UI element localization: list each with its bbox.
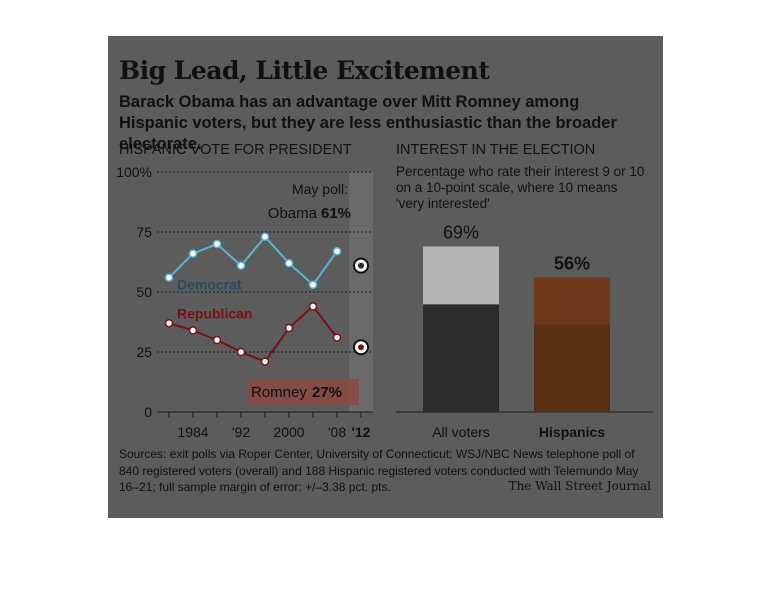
sources-note: Sources: exit polls via Roper Center, Un… (119, 447, 639, 494)
romney-callout-name: Romney (251, 384, 307, 401)
data-point (284, 323, 294, 333)
data-point (260, 357, 270, 366)
data-point (188, 326, 198, 335)
series-label-democrat: Democrat (177, 277, 242, 293)
data-point (164, 273, 174, 282)
data-point (212, 239, 222, 249)
x-tick-label: 1984 (177, 424, 208, 440)
data-point (236, 347, 246, 357)
romney-callout-box (247, 379, 359, 405)
page-title: Big Lead, Little Excitement (119, 56, 490, 85)
series-line-republican (168, 304, 338, 363)
y-tick-label: 75 (136, 224, 152, 240)
romney-callout-value: 27% (312, 384, 342, 401)
y-tick-label: 100% (116, 164, 152, 180)
obama-callout-name: Obama (268, 205, 318, 222)
page-subtitle: Barack Obama has an advantage over Mitt … (119, 93, 617, 153)
data-point (308, 280, 318, 290)
poll-label: May poll: (292, 181, 348, 197)
x-tick-label: '12 (352, 424, 371, 440)
bar-category-label: All voters (432, 424, 490, 440)
series-line-democrat (168, 235, 338, 287)
bar-chart-title: INTEREST IN THE ELECTION (396, 142, 596, 158)
series-label-republican: Republican (177, 305, 252, 321)
bar-value-label: 56% (554, 254, 590, 274)
x-tick-label: '92 (232, 424, 250, 440)
bar-category-label: Hispanics (539, 424, 605, 440)
data-point (260, 232, 270, 242)
charts-svg: 0 25 50 75 100% 1984 '92 2000 '08 '12 Democrat Repu… (116, 164, 653, 440)
obama-callout-value: 61% (321, 205, 351, 222)
y-tick-label: 50 (136, 284, 152, 300)
bar-highlight (534, 277, 610, 325)
data-point (212, 335, 222, 345)
data-point (308, 302, 318, 311)
infographic-card: Big Lead, Little Excitement Barack Obama… (108, 36, 663, 518)
bar-highlight (423, 246, 499, 305)
y-tick-label: 25 (136, 344, 152, 360)
y-tick-label: 0 (144, 404, 152, 420)
line-chart-title: HISPANIC VOTE FOR PRESIDENT (119, 142, 352, 158)
data-point (332, 246, 342, 256)
bar-chart-subtitle: Percentage who rate their interest 9 or … (396, 164, 645, 211)
data-point (332, 333, 342, 342)
data-point (164, 318, 174, 328)
x-tick-label: '08 (328, 424, 346, 440)
bar-value-label: 69% (443, 222, 479, 242)
poll-marker-dot (358, 262, 364, 269)
data-point (236, 261, 246, 270)
x-tick-label: 2000 (273, 424, 304, 440)
data-point (188, 249, 198, 258)
credit-line: The Wall Street Journal (508, 479, 651, 493)
poll-marker-dot (358, 344, 364, 351)
data-point (284, 258, 294, 268)
